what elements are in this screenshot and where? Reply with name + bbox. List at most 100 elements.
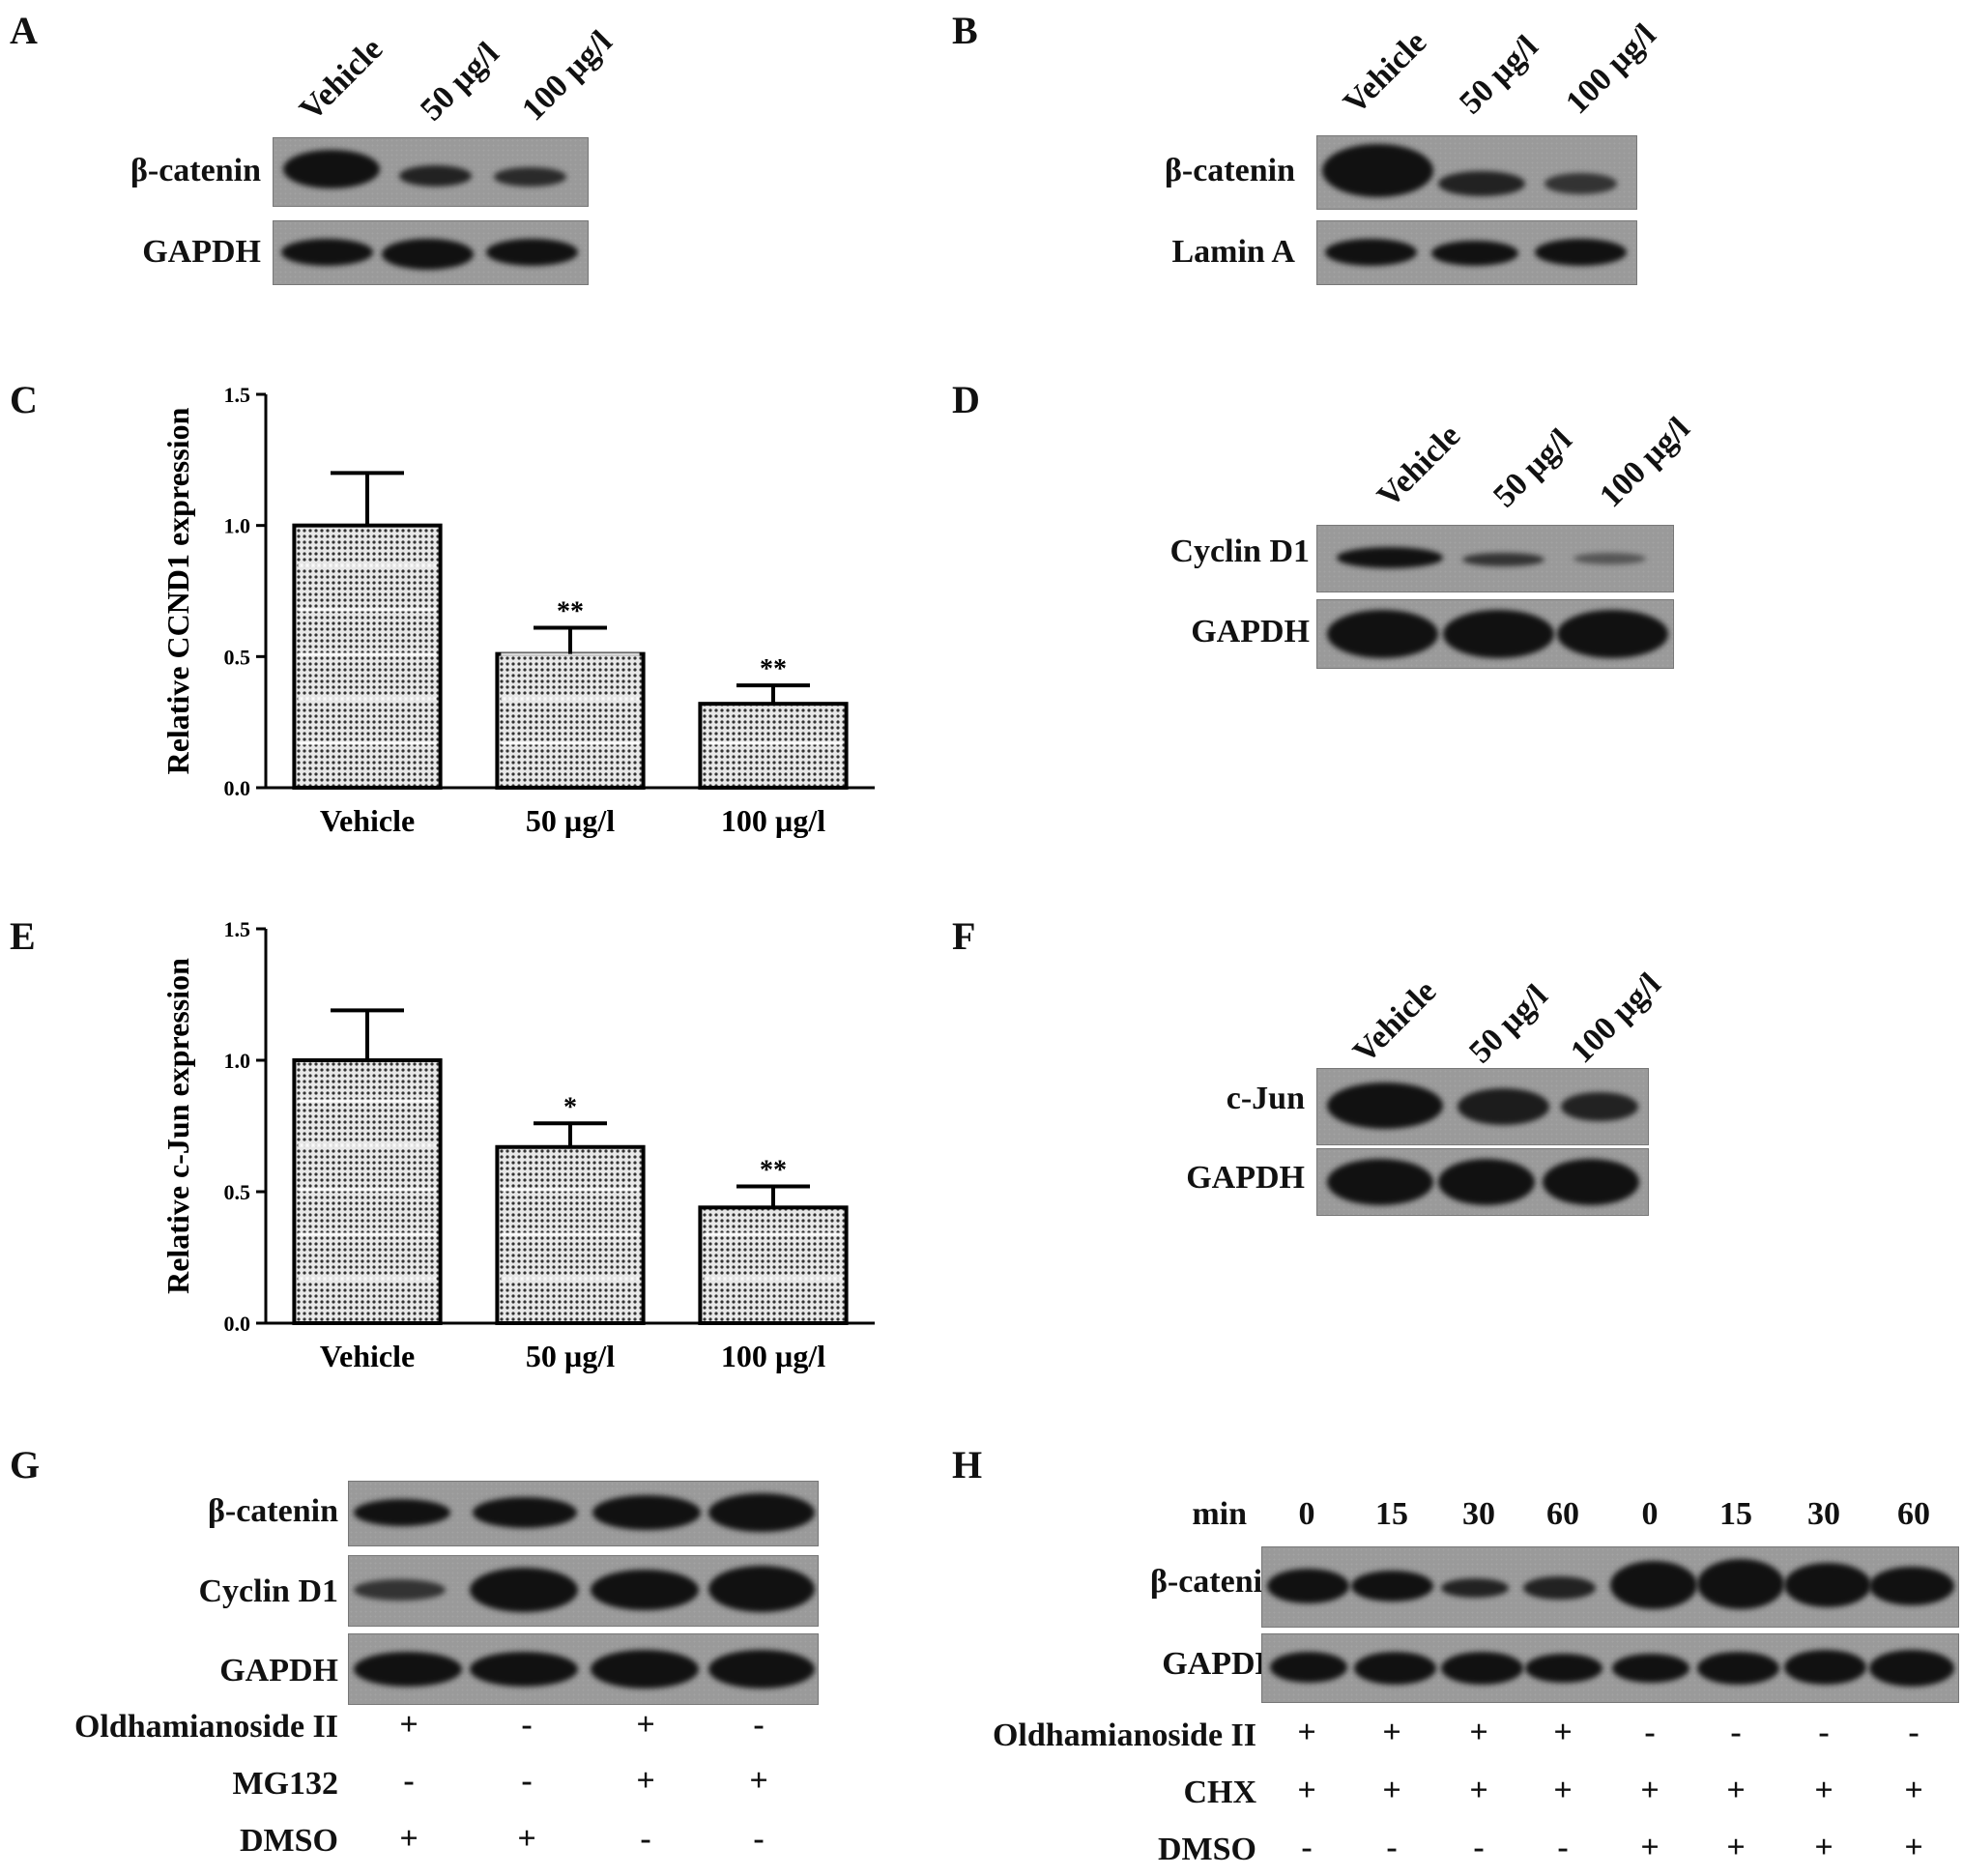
condition-value: + bbox=[399, 1821, 419, 1857]
condition-value: - bbox=[1908, 1715, 1920, 1750]
blot-image bbox=[1316, 525, 1674, 592]
blot-image bbox=[1316, 1068, 1649, 1145]
condition-value: - bbox=[403, 1763, 415, 1799]
row-label-gapdh: GAPDH bbox=[142, 234, 261, 270]
blot-image bbox=[273, 137, 589, 207]
blot-image bbox=[348, 1633, 819, 1705]
row-label-cyclin-d1: Cyclin D1 bbox=[1169, 534, 1311, 569]
time-label: 0 bbox=[1298, 1496, 1315, 1532]
row-label-beta-catenin: β-catenin bbox=[1149, 1564, 1281, 1600]
condition-value: + bbox=[636, 1707, 655, 1743]
blot-image bbox=[348, 1555, 819, 1627]
category-label: Vehicle bbox=[320, 1339, 415, 1373]
blot-image bbox=[1316, 135, 1637, 210]
time-label: 15 bbox=[1719, 1496, 1752, 1532]
panel-label-e: E bbox=[10, 914, 36, 958]
bar bbox=[495, 651, 646, 790]
condition-value: - bbox=[1301, 1830, 1313, 1865]
condition-value: + bbox=[1469, 1715, 1488, 1750]
row-label-gapdh: GAPDH bbox=[219, 1653, 338, 1688]
condition-value: - bbox=[1557, 1830, 1569, 1865]
time-axis-label: min bbox=[1192, 1496, 1247, 1532]
y-axis-label: Relative CCND1 expression bbox=[160, 407, 195, 774]
row-label-gapdh: GAPDH bbox=[1191, 614, 1310, 649]
significance-label: ** bbox=[557, 596, 584, 626]
row-label-beta-catenin: β-catenin bbox=[1164, 153, 1295, 188]
condition-value: - bbox=[521, 1763, 533, 1799]
time-label: 60 bbox=[1546, 1496, 1579, 1532]
blot-image bbox=[1261, 1546, 1959, 1628]
category-label: 100 µg/l bbox=[721, 1339, 825, 1373]
significance-label: * bbox=[563, 1092, 577, 1122]
panel-label-h: H bbox=[952, 1443, 983, 1486]
y-tick-label: 1.5 bbox=[224, 383, 251, 407]
row-label-gapdh: GAPDH bbox=[1186, 1160, 1305, 1196]
y-tick-label: 0.5 bbox=[224, 1180, 251, 1204]
condition-value: + bbox=[1640, 1773, 1660, 1808]
panel-label-c: C bbox=[10, 378, 38, 421]
blot-image bbox=[1316, 599, 1674, 669]
condition-label-dmso: DMSO bbox=[1158, 1832, 1256, 1867]
time-label: 0 bbox=[1641, 1496, 1659, 1532]
time-label: 30 bbox=[1462, 1496, 1495, 1532]
row-label-c-jun: c-Jun bbox=[1226, 1081, 1305, 1116]
condition-value: + bbox=[1726, 1830, 1746, 1865]
condition-label-dmso: DMSO bbox=[240, 1823, 338, 1859]
condition-value: + bbox=[1553, 1773, 1573, 1808]
condition-value: + bbox=[1382, 1773, 1401, 1808]
row-label-cyclin-d1: Cyclin D1 bbox=[198, 1573, 339, 1609]
y-tick-label: 1.0 bbox=[224, 1049, 251, 1073]
condition-value: + bbox=[1726, 1773, 1746, 1808]
panel-label-d: D bbox=[952, 378, 980, 421]
y-tick-label: 0.0 bbox=[224, 776, 251, 800]
bar bbox=[698, 702, 849, 791]
category-label: Vehicle bbox=[320, 803, 415, 838]
y-axis-label: Relative c-Jun expression bbox=[160, 958, 195, 1294]
significance-label: ** bbox=[760, 654, 787, 684]
bar bbox=[698, 1205, 849, 1325]
panel-label-g: G bbox=[10, 1443, 41, 1486]
blot-image bbox=[348, 1481, 819, 1546]
condition-value: + bbox=[1904, 1830, 1923, 1865]
condition-label-chx: CHX bbox=[1183, 1775, 1256, 1810]
y-tick-label: 0.0 bbox=[224, 1312, 251, 1336]
row-label-lamin-a: Lamin A bbox=[1171, 234, 1295, 270]
blot-image bbox=[1261, 1633, 1959, 1703]
condition-value: + bbox=[636, 1763, 655, 1799]
y-tick-label: 1.5 bbox=[224, 917, 251, 941]
blot-image bbox=[1316, 220, 1637, 285]
category-label: 50 µg/l bbox=[526, 1339, 615, 1373]
condition-value: + bbox=[1382, 1715, 1401, 1750]
condition-label-oldhamianoside: Oldhamianoside II bbox=[73, 1709, 338, 1745]
blot-image bbox=[273, 220, 589, 285]
time-label: 15 bbox=[1375, 1496, 1408, 1532]
time-label: 30 bbox=[1807, 1496, 1840, 1532]
condition-value: - bbox=[1644, 1715, 1656, 1750]
condition-value: - bbox=[1473, 1830, 1485, 1865]
time-label: 60 bbox=[1897, 1496, 1930, 1532]
panel-label-a: A bbox=[10, 9, 38, 52]
condition-value: + bbox=[1297, 1773, 1316, 1808]
panel-label-f: F bbox=[952, 914, 976, 958]
condition-value: + bbox=[1640, 1830, 1660, 1865]
condition-value: - bbox=[753, 1707, 765, 1743]
condition-label-oldhamianoside: Oldhamianoside II bbox=[992, 1717, 1256, 1753]
blot-image bbox=[1316, 1148, 1649, 1216]
condition-value: + bbox=[517, 1821, 536, 1857]
condition-value: + bbox=[1297, 1715, 1316, 1750]
panel-label-b: B bbox=[952, 9, 978, 52]
condition-value: + bbox=[1904, 1773, 1923, 1808]
category-label: 100 µg/l bbox=[721, 803, 825, 838]
condition-value: + bbox=[399, 1707, 419, 1743]
y-tick-label: 0.5 bbox=[224, 645, 251, 669]
condition-value: + bbox=[749, 1763, 768, 1799]
condition-value: + bbox=[1469, 1773, 1488, 1808]
condition-value: - bbox=[1730, 1715, 1742, 1750]
category-label: 50 µg/l bbox=[526, 803, 615, 838]
significance-label: ** bbox=[760, 1156, 787, 1186]
condition-value: + bbox=[1814, 1830, 1833, 1865]
row-label-gapdh: GAPDH bbox=[1162, 1646, 1281, 1682]
row-label-beta-catenin: β-catenin bbox=[130, 153, 261, 188]
condition-value: + bbox=[1553, 1715, 1573, 1750]
